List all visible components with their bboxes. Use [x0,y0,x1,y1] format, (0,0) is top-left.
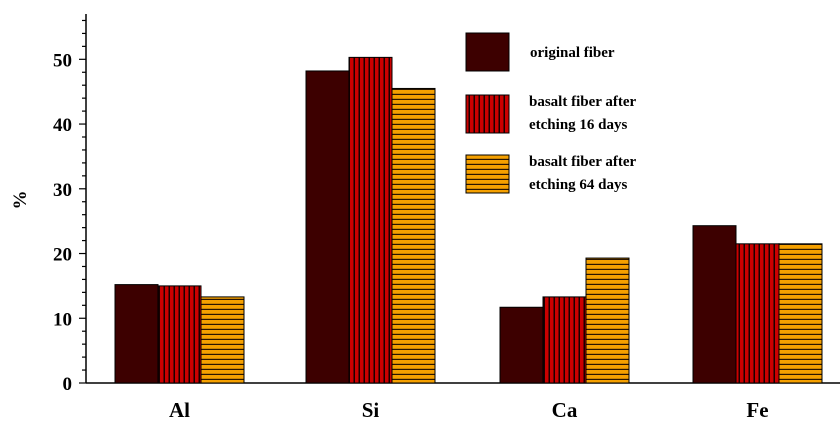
legend-label-1: original fiber [530,45,615,61]
legend-label-3: etching 64 days [529,177,628,193]
y-tick-label: 40 [53,115,72,136]
bar-fe-series-1 [692,225,737,384]
y-tick-label: 50 [53,50,72,71]
bar-si-series-2 [348,56,393,384]
bar-al-series-2 [157,285,202,384]
legend-label-3: basalt fiber after [529,154,637,170]
legend-swatch-1 [465,32,510,72]
bars [114,56,823,384]
y-tick-label: 0 [63,374,73,395]
x-category-label: Si [362,398,380,422]
bar-fe-series-2 [735,243,780,384]
x-category-label: Ca [552,398,578,422]
bar-si-series-1 [305,70,350,384]
x-category-label: Al [169,398,190,422]
x-category-label: Fe [746,398,768,422]
y-tick-label: 30 [53,180,72,201]
y-tick-label: 20 [53,245,72,266]
legend-swatch-2 [465,94,510,134]
y-tick-label: 10 [53,309,72,330]
bar-ca-series-3 [585,257,630,384]
bar-fe-series-3 [778,243,823,384]
legend-label-2: etching 16 days [529,117,628,133]
bar-ca-series-1 [499,306,544,384]
bar-si-series-3 [391,87,436,384]
bar-al-series-3 [200,296,245,384]
bar-ca-series-2 [542,296,587,384]
legend-swatch-3 [465,154,510,194]
y-axis-label: % [10,191,31,210]
legend: original fiber basalt fiber after etching … [465,32,637,194]
bar-al-series-1 [114,284,159,384]
legend-label-2: basalt fiber after [529,94,637,110]
